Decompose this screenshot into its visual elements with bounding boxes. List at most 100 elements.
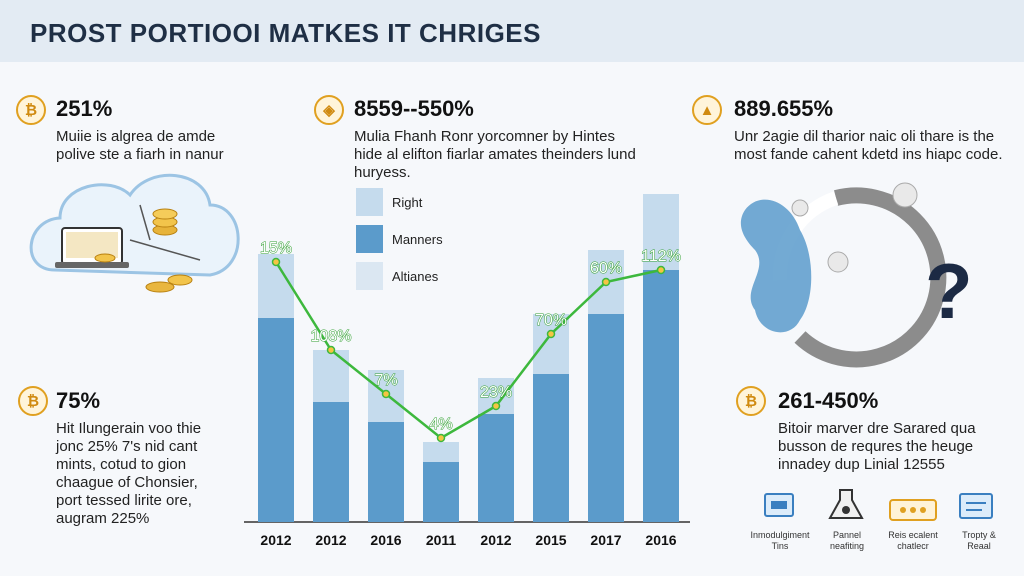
legend-label: Right (392, 195, 423, 210)
desc-line: jonc 25% 7's nid cant (56, 438, 198, 455)
desc-line: polive ste a fiarh in nanur (56, 146, 224, 163)
coin-stack-icon: ◈ (314, 95, 344, 125)
chart-up-icon: ▲ (692, 95, 722, 125)
desc-line: Mulia Fhanh Ronr yorcomner by Hintes (354, 128, 615, 145)
desc-line: most fande cahent kdetd ins hiapc code. (734, 146, 1003, 163)
trend-point (601, 277, 611, 287)
x-tick-label: 2016 (370, 532, 401, 548)
x-tick-label: 2017 (590, 532, 621, 548)
bottom-icon-label: Tropty & Reaal (944, 530, 1014, 552)
trend-point (491, 401, 501, 411)
stat-top-right: 889.655% (734, 96, 834, 121)
cloud-laptop-illustration (29, 173, 240, 293)
desc-line: Bitoir marver dre Sarared qua (778, 420, 976, 437)
bar-segment-lower (478, 414, 514, 522)
legend-item: Right (356, 188, 446, 222)
title-band (0, 0, 1024, 62)
bitcoin-coin-icon: ₿ (736, 386, 766, 416)
legend-swatch (356, 262, 383, 290)
stat-top-mid: 8559--550% (354, 96, 474, 121)
bar-segment-lower (588, 314, 624, 522)
trend-point (656, 265, 666, 275)
bitcoin-coin-icon: ₿ (18, 386, 48, 416)
desc-line: chaague of Chonsier, (56, 474, 198, 491)
label-line: Pannel (832, 530, 862, 540)
desc-line: Muiie is algrea de amde (56, 128, 216, 145)
trend-point (326, 345, 336, 355)
desc-line: hide al elifton fiarlar amates theinders… (354, 146, 636, 163)
desc-line: huryess. (354, 164, 411, 181)
trend-line (274, 261, 662, 440)
desc-line: Hit Ilungerain voo thie (56, 420, 202, 437)
bar-segment-lower (643, 270, 679, 522)
legend-item: Manners (356, 225, 446, 259)
monitor-icon (764, 493, 794, 517)
bar-segment-upper (423, 442, 459, 462)
legend-swatch (356, 188, 383, 216)
data-label: 112% (641, 248, 681, 265)
trend-point (546, 329, 556, 339)
screen-icon (959, 493, 993, 519)
wallet-icon (889, 499, 937, 521)
bitcoin-coin-icon: ₿ (16, 95, 46, 125)
desc-top-left: Muiie is algrea de amde polive ste a fia… (56, 128, 224, 164)
stat-bottom-right: 261-450% (778, 388, 879, 413)
label-line: neafiting (829, 541, 865, 551)
bottom-icon-label: Reis ecalent chatlecr (878, 530, 948, 552)
desc-line: innadey dup Linial 12555 (778, 456, 945, 473)
data-label: 60% (590, 260, 622, 277)
legend-label: Altianes (392, 269, 439, 284)
data-label: 70% (535, 312, 567, 329)
data-label: 15% (260, 240, 292, 257)
legend-label: Manners (392, 232, 443, 247)
data-label: 23% (480, 384, 512, 401)
label-line: chatlecr (897, 541, 929, 551)
data-label: 108% (311, 328, 352, 345)
desc-line: busson de requres the heuge (778, 438, 974, 455)
bar-segment-lower (533, 374, 569, 522)
desc-line: augram 225% (56, 510, 150, 527)
desc-line: Unr 2agie dil tharior naic oli thare is … (734, 128, 995, 145)
desc-top-right: Unr 2agie dil tharior naic oli thare is … (734, 128, 1003, 164)
bar-segment-lower (313, 402, 349, 522)
stat-top-left: 251% (56, 96, 113, 121)
desc-bottom-right: Bitoir marver dre Sarared qua busson de … (778, 420, 976, 474)
svg-text:?: ? (925, 247, 973, 335)
page-title: PROST PORTIOOI MATKES IT CHRIGES (30, 18, 541, 48)
stat-bottom-left: 75% (56, 388, 101, 413)
x-tick-label: 2012 (480, 532, 511, 548)
bar-segment-lower (368, 422, 404, 522)
trend-point (436, 433, 446, 443)
bar-segment-lower (423, 462, 459, 522)
desc-bottom-left: Hit Ilungerain voo thie jonc 25% 7's nid… (56, 420, 201, 528)
legend-item: Altianes (356, 262, 446, 296)
trend-point (381, 389, 391, 399)
bar-segment-lower (258, 318, 294, 522)
bar-segment-upper (313, 350, 349, 402)
desc-line: mints, cotud to gion (56, 456, 187, 473)
bottom-icon-label: Pannel neafiting (812, 530, 882, 552)
data-label: 7% (374, 372, 397, 389)
legend-swatch (356, 225, 383, 253)
data-label: 4% (429, 416, 452, 433)
flask-icon (828, 489, 864, 519)
x-tick-label: 2012 (260, 532, 291, 548)
label-line: Reis ecalent (888, 530, 938, 540)
label-line: Reaal (967, 541, 991, 551)
chart-legend: Right Manners Altianes (356, 188, 446, 299)
label-line: Inmodulgiment (750, 530, 810, 540)
desc-top-mid: Mulia Fhanh Ronr yorcomner by Hintes hid… (354, 128, 636, 182)
x-tick-label: 2011 (426, 532, 457, 548)
label-line: Tins (771, 541, 789, 551)
x-tick-label: 2012 (315, 532, 346, 548)
x-tick-label: 2016 (645, 532, 676, 548)
x-tick-label: 2015 (535, 532, 566, 548)
label-line: Tropty & (962, 530, 996, 540)
donut-question-illustration: ? (740, 182, 973, 368)
desc-line: port tessed lirite ore, (56, 492, 192, 509)
bottom-icon-label: Inmodulgiment Tins (745, 530, 815, 552)
trend-point (271, 257, 281, 267)
bar-segment-upper (643, 194, 679, 270)
